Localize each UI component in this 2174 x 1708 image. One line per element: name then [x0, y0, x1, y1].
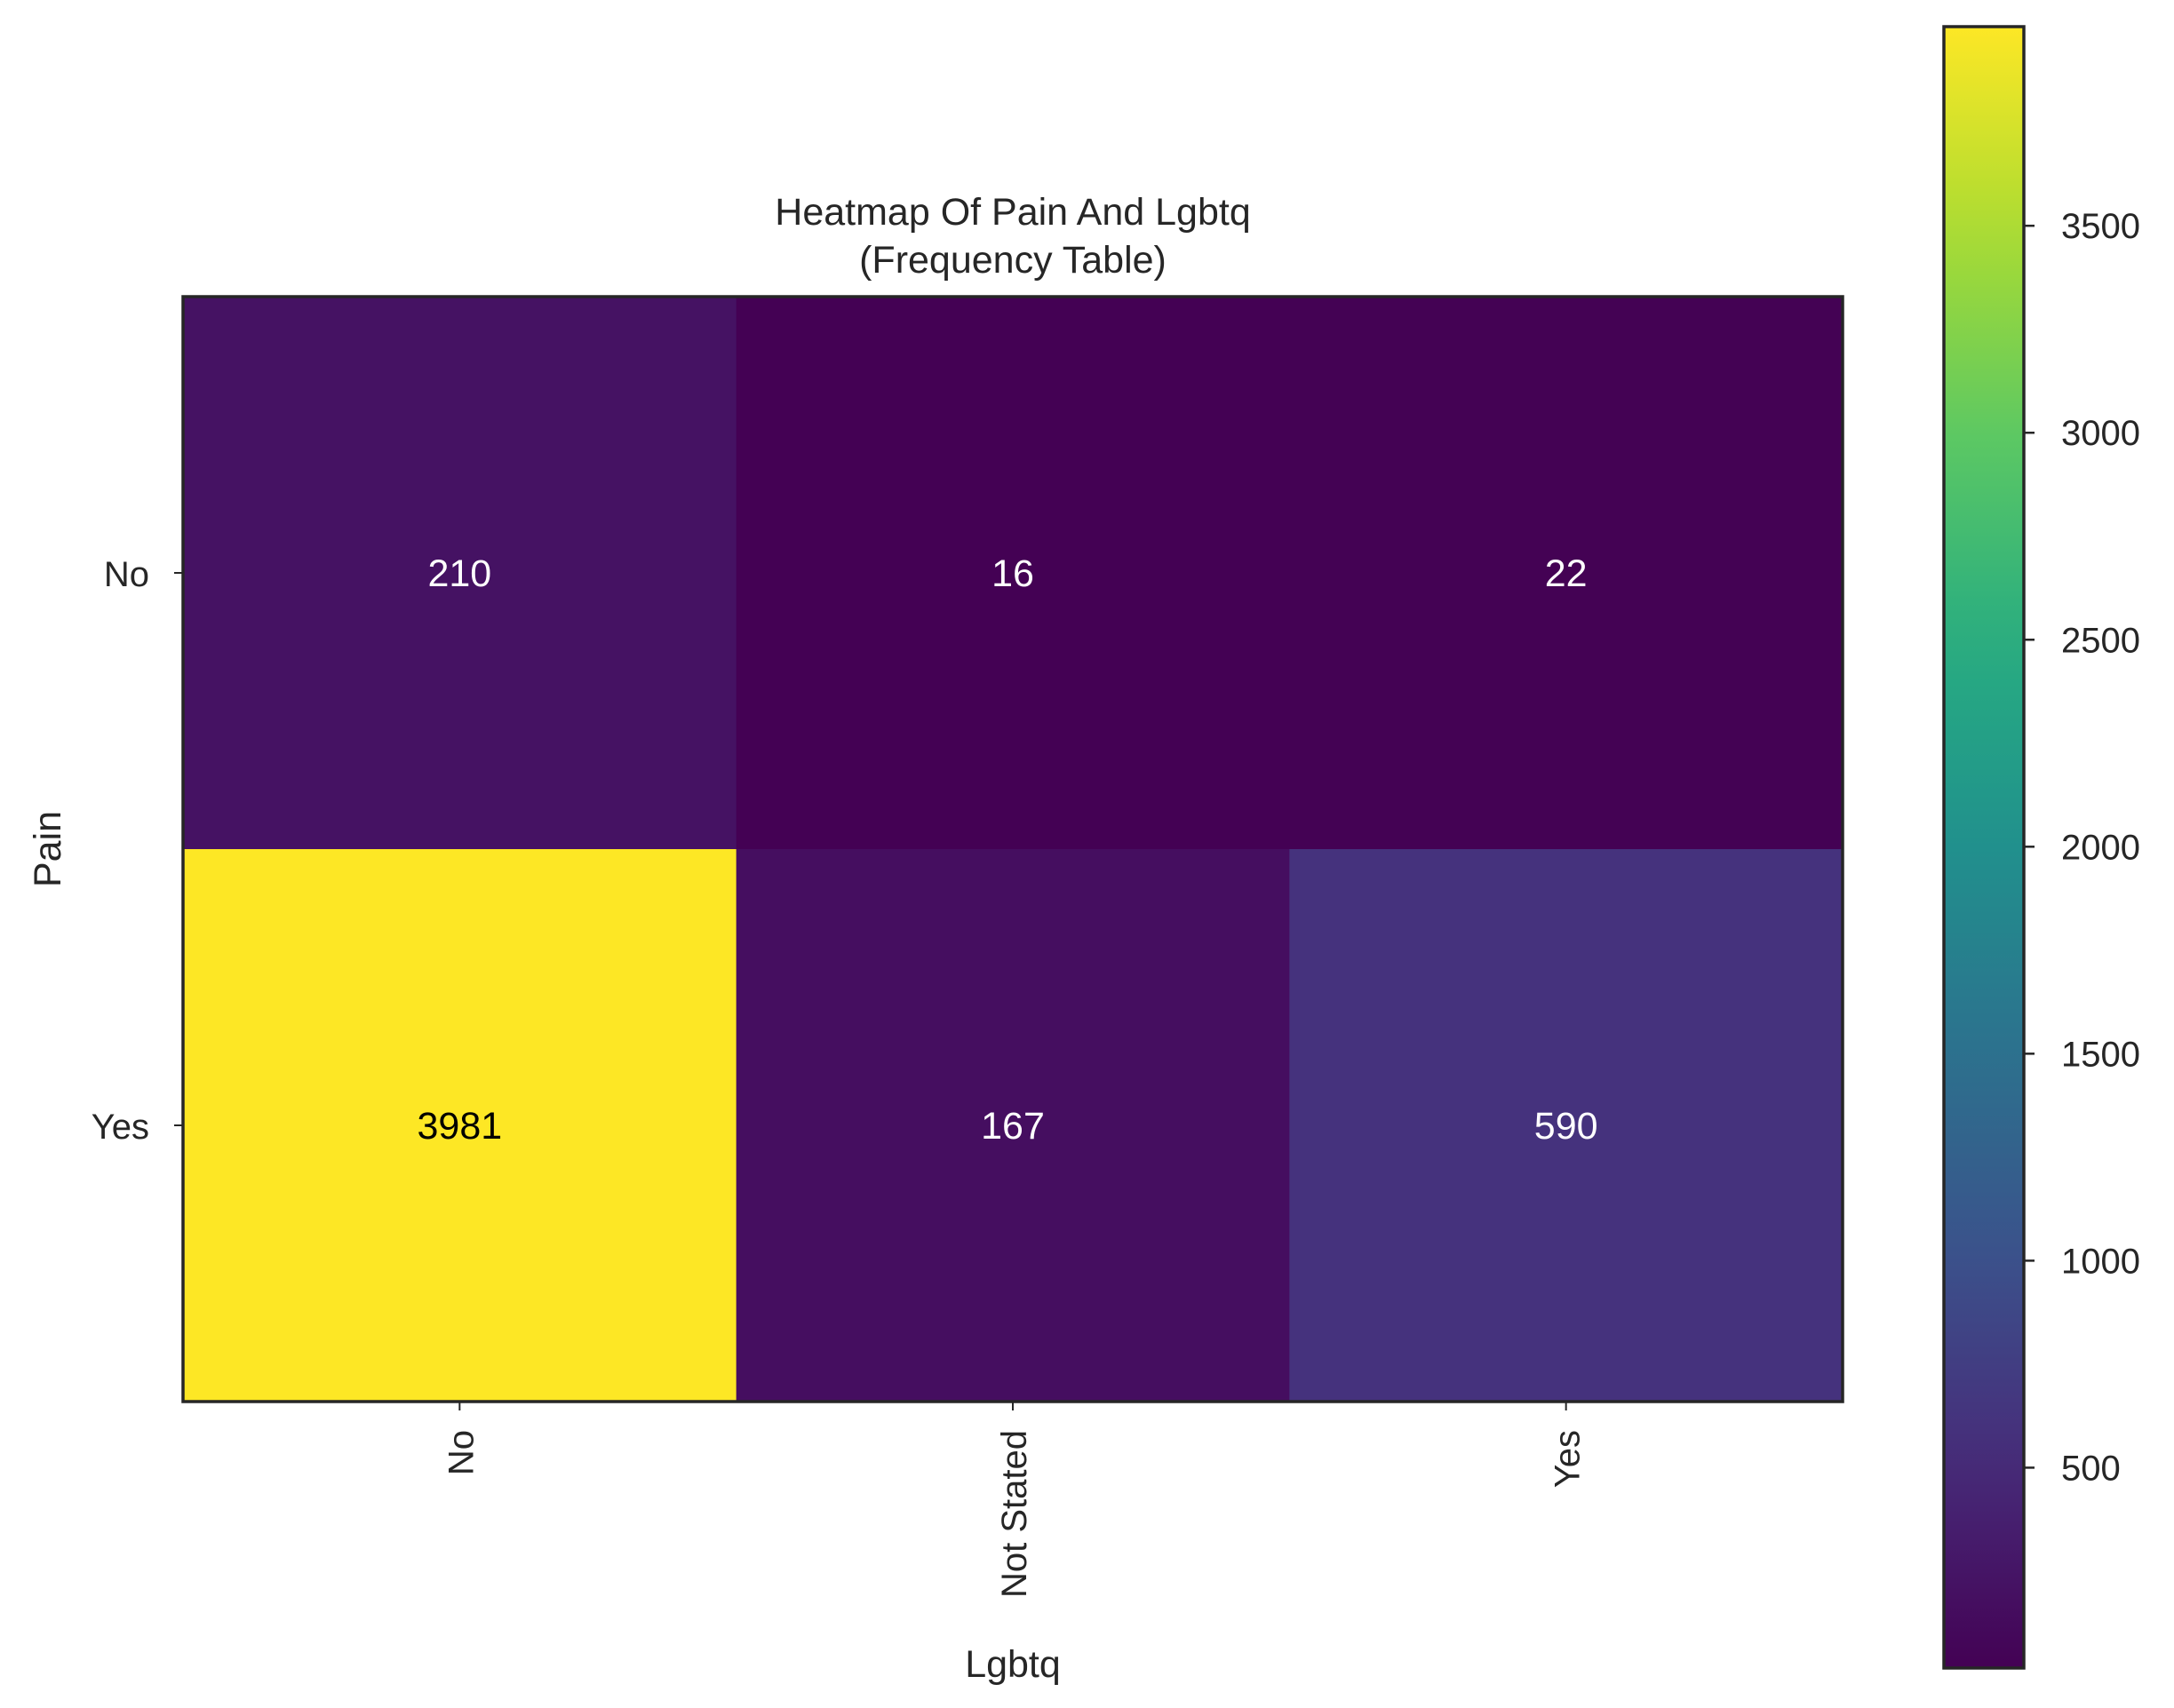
y-axis-ticks: No Yes [92, 555, 183, 1147]
colorbar-tick-label: 1000 [2061, 1242, 2140, 1281]
colorbar-tick-label: 1500 [2061, 1035, 2140, 1074]
cell-value-label: 16 [991, 552, 1034, 595]
x-tick-label: No [442, 1430, 481, 1475]
cell-value-label: 167 [981, 1105, 1045, 1148]
heatmap-cells [183, 297, 1844, 1402]
colorbar-tick-label: 3500 [2061, 207, 2140, 246]
y-tick-label: Yes [92, 1108, 149, 1147]
colorbar [1942, 25, 2026, 1670]
x-tick-label: Yes [1549, 1430, 1588, 1488]
x-axis-ticks: No Not Stated Yes [442, 1402, 1588, 1598]
heatmap-cell [736, 297, 1290, 850]
colorbar-tick-label: 2000 [2061, 828, 2140, 867]
y-tick-label: No [104, 555, 149, 594]
colorbar-tick-label: 3000 [2061, 414, 2140, 453]
chart-subtitle: (Frequency Table) [859, 239, 1167, 282]
chart-title: Heatmap Of Pain And Lgbtq [775, 191, 1250, 234]
x-tick-label: Not Stated [995, 1430, 1034, 1598]
cell-value-labels: 210 16 22 3981 167 590 [417, 552, 1597, 1148]
colorbar-ticks: 500 1000 1500 2000 2500 3000 3500 [2024, 207, 2140, 1488]
x-axis-label: Lgbtq [965, 1643, 1061, 1686]
cell-value-label: 3981 [417, 1105, 502, 1148]
colorbar-tick-label: 2500 [2061, 621, 2140, 660]
heatmap-cell [1289, 849, 1844, 1402]
cell-value-label: 210 [427, 552, 491, 595]
colorbar-tick-label: 500 [2061, 1449, 2121, 1488]
heatmap-cell [183, 297, 737, 850]
heatmap-cell [736, 849, 1290, 1402]
heatmap-cell [1289, 297, 1844, 850]
y-axis-label: Pain [27, 811, 69, 887]
heatmap-cell [183, 849, 737, 1402]
cell-value-label: 22 [1545, 552, 1588, 595]
cell-value-label: 590 [1534, 1105, 1598, 1148]
